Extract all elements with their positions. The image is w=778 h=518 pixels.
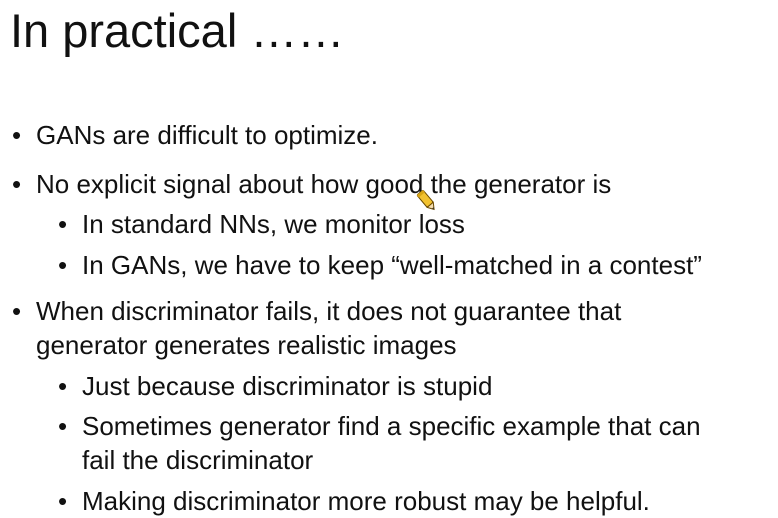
bullet-glyph: • — [12, 296, 22, 326]
bullet-glyph: • — [58, 250, 68, 280]
bullet-glyph: • — [58, 411, 68, 441]
bullet-text: Making discriminator more robust may be … — [82, 486, 650, 516]
bullet-glyph: • — [58, 209, 68, 239]
bullet-text: GANs are difficult to optimize. — [36, 120, 378, 150]
bullet-text: Just because discriminator is stupid — [82, 371, 493, 401]
bullet-text: Sometimes generator find a specific exam… — [82, 411, 701, 441]
bullet-text: generator generates realistic images — [36, 330, 457, 360]
bullet-text: When discriminator fails, it does not gu… — [36, 296, 622, 326]
bullet-glyph: • — [58, 371, 68, 401]
bullet-text: No explicit signal about how good the ge… — [36, 169, 612, 199]
slide-title: In practical …… — [10, 4, 345, 57]
bullet-glyph: • — [12, 120, 22, 150]
bullet-text: fail the discriminator — [82, 445, 314, 475]
bullet-text: In GANs, we have to keep “well-matched i… — [82, 250, 702, 280]
bullet-glyph: • — [12, 169, 22, 199]
bullet-text: In standard NNs, we monitor loss — [82, 209, 465, 239]
pen-cursor-icon — [416, 190, 435, 211]
bullet-glyph: • — [58, 486, 68, 516]
